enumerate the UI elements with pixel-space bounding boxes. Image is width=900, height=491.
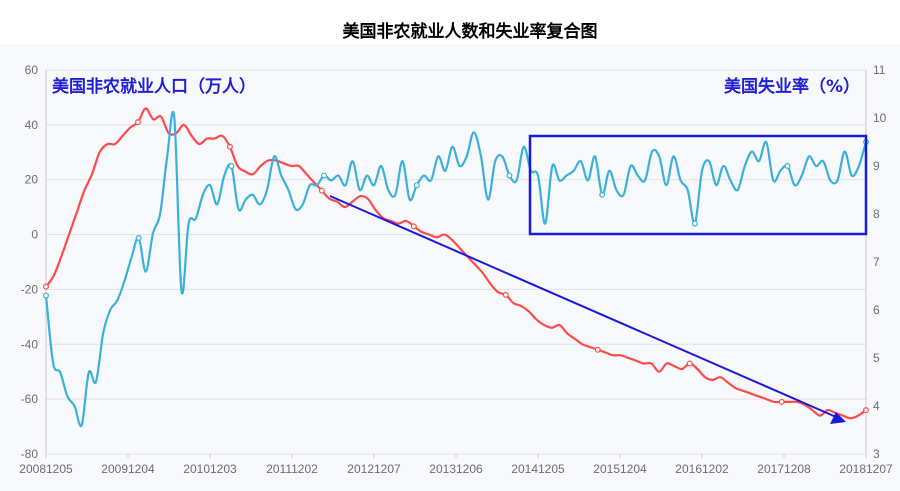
left-tick-label: -60: [21, 392, 39, 406]
data-point: [691, 220, 698, 227]
data-point: [318, 187, 325, 194]
x-tick-label: 20091204: [101, 462, 155, 476]
x-tick-label: 20151204: [593, 462, 647, 476]
left-tick-label: -40: [21, 337, 39, 351]
x-tick-label: 20121207: [347, 462, 401, 476]
x-tick-label: 20141205: [511, 462, 565, 476]
left-tick-label: 60: [25, 63, 39, 77]
data-point: [42, 283, 49, 290]
right-tick-label: 10: [873, 111, 887, 125]
data-point: [135, 235, 142, 242]
data-point: [862, 407, 869, 414]
data-point: [228, 163, 235, 170]
left-tick-label: 0: [31, 228, 38, 242]
right-tick-label: 8: [873, 207, 880, 221]
chart-title: 美国非农就业人数和失业率复合图: [343, 21, 598, 42]
data-point: [594, 346, 601, 353]
highlight-box: [528, 134, 868, 236]
plot-background: [0, 44, 900, 491]
series-layer: [42, 107, 869, 428]
series-line: [44, 110, 868, 428]
x-axis: 20081205 20091204 20101203 20111202 20121207…: [19, 454, 893, 476]
right-tick-label: 6: [873, 303, 880, 317]
x-tick-label: 20131206: [429, 462, 483, 476]
right-tick-label: 9: [873, 159, 880, 173]
x-tick-label: 20181207: [839, 462, 893, 476]
x-tick-label: 20171208: [757, 462, 811, 476]
right-tick-label: 3: [873, 447, 880, 461]
left-tick-label: -80: [21, 447, 39, 461]
legend-left-series: 美国非农就业人口（万人）: [52, 76, 256, 97]
right-tick-label: 7: [873, 255, 880, 269]
x-tick-label: 20101203: [183, 462, 237, 476]
trend-arrow: [329, 195, 844, 421]
x-tick-label: 20111202: [266, 462, 318, 476]
series-2: [42, 110, 869, 428]
data-point: [778, 398, 785, 405]
data-point: [784, 163, 791, 170]
right-axis: 11 10 9 8 7 6 5 4 3: [873, 63, 887, 461]
right-tick-label: 5: [873, 351, 880, 365]
data-point: [226, 143, 233, 150]
series-line: [45, 107, 867, 420]
left-axis: 60 40 20 0 -20 -40 -60 -80: [21, 63, 39, 461]
data-point: [321, 172, 328, 179]
left-tick-label: -20: [21, 282, 39, 296]
x-tick-label: 20161202: [675, 462, 729, 476]
data-point: [410, 223, 417, 230]
data-point: [506, 172, 513, 179]
data-point: [42, 292, 49, 299]
data-point: [686, 360, 693, 367]
data-point: [413, 182, 420, 189]
left-tick-label: 40: [25, 118, 39, 132]
left-tick-label: 20: [25, 173, 39, 187]
right-tick-label: 4: [873, 399, 880, 413]
x-tick-label: 20081205: [19, 462, 73, 476]
series-1: [42, 107, 869, 420]
trend-arrow-head: [830, 412, 846, 424]
data-point: [502, 291, 509, 298]
legend-right-series: 美国失业率（%）: [724, 76, 860, 97]
annotation-layer: [329, 134, 868, 424]
data-point: [134, 119, 141, 126]
right-tick-label: 11: [873, 63, 886, 77]
data-point: [599, 191, 606, 198]
